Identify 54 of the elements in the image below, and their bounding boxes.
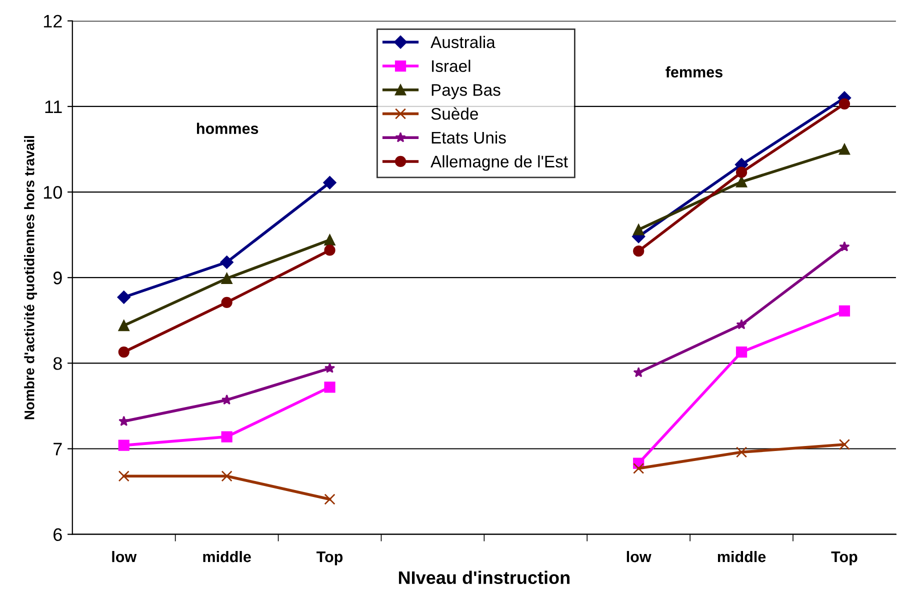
point (736, 319, 747, 330)
y-tick-label: 6 (54, 528, 62, 542)
point (117, 290, 130, 304)
y-tick-label: 11 (45, 100, 62, 114)
point (736, 346, 748, 358)
point (118, 320, 130, 332)
point (221, 431, 232, 442)
legend-label: Allemagne de l'Est (430, 155, 568, 171)
point (633, 246, 644, 257)
x-tick-label: low (626, 550, 652, 562)
point (324, 382, 336, 393)
point (839, 241, 850, 252)
point (118, 470, 130, 482)
point (736, 446, 748, 458)
y-tick-label: 7 (54, 442, 62, 456)
x-tick-label: middle (718, 550, 766, 562)
x-tick-label: low (112, 550, 137, 562)
y-tick-label: 10 (44, 186, 62, 199)
point (838, 305, 850, 317)
legend-label: Etats Unis (432, 131, 506, 144)
point (838, 144, 850, 155)
legend-label: Australia (430, 36, 496, 48)
point (324, 494, 336, 505)
point (838, 438, 850, 450)
point (118, 440, 130, 451)
x-tick-label: Top (831, 552, 858, 566)
x-tick-label: middle (203, 550, 251, 562)
legend-label: Israel (432, 60, 470, 72)
point (838, 98, 850, 110)
point (221, 470, 232, 482)
y-tick-label: 12 (44, 14, 62, 28)
point (221, 296, 232, 308)
legend-label: Suède (431, 107, 478, 120)
y-axis-title: Nombre d'activité quotidiennes hors travail (24, 136, 38, 420)
annotation: hommes (197, 122, 258, 134)
point (633, 462, 644, 474)
point (324, 234, 336, 246)
point (633, 367, 644, 378)
point (736, 176, 748, 188)
point (323, 176, 336, 190)
point (324, 362, 336, 373)
y-tick-label: 8 (53, 357, 62, 370)
point (118, 346, 130, 358)
point (736, 166, 748, 178)
point (118, 416, 130, 426)
x-tick-label: Top (316, 552, 343, 566)
point (633, 224, 644, 236)
point (220, 256, 234, 269)
point (221, 272, 232, 284)
x-axis-title: NIveau d'instruction (398, 570, 570, 584)
annotation: femmes (666, 66, 722, 78)
y-tick-label: 9 (53, 272, 62, 284)
legend-label: Pays Bas (432, 84, 500, 100)
point (324, 244, 336, 256)
